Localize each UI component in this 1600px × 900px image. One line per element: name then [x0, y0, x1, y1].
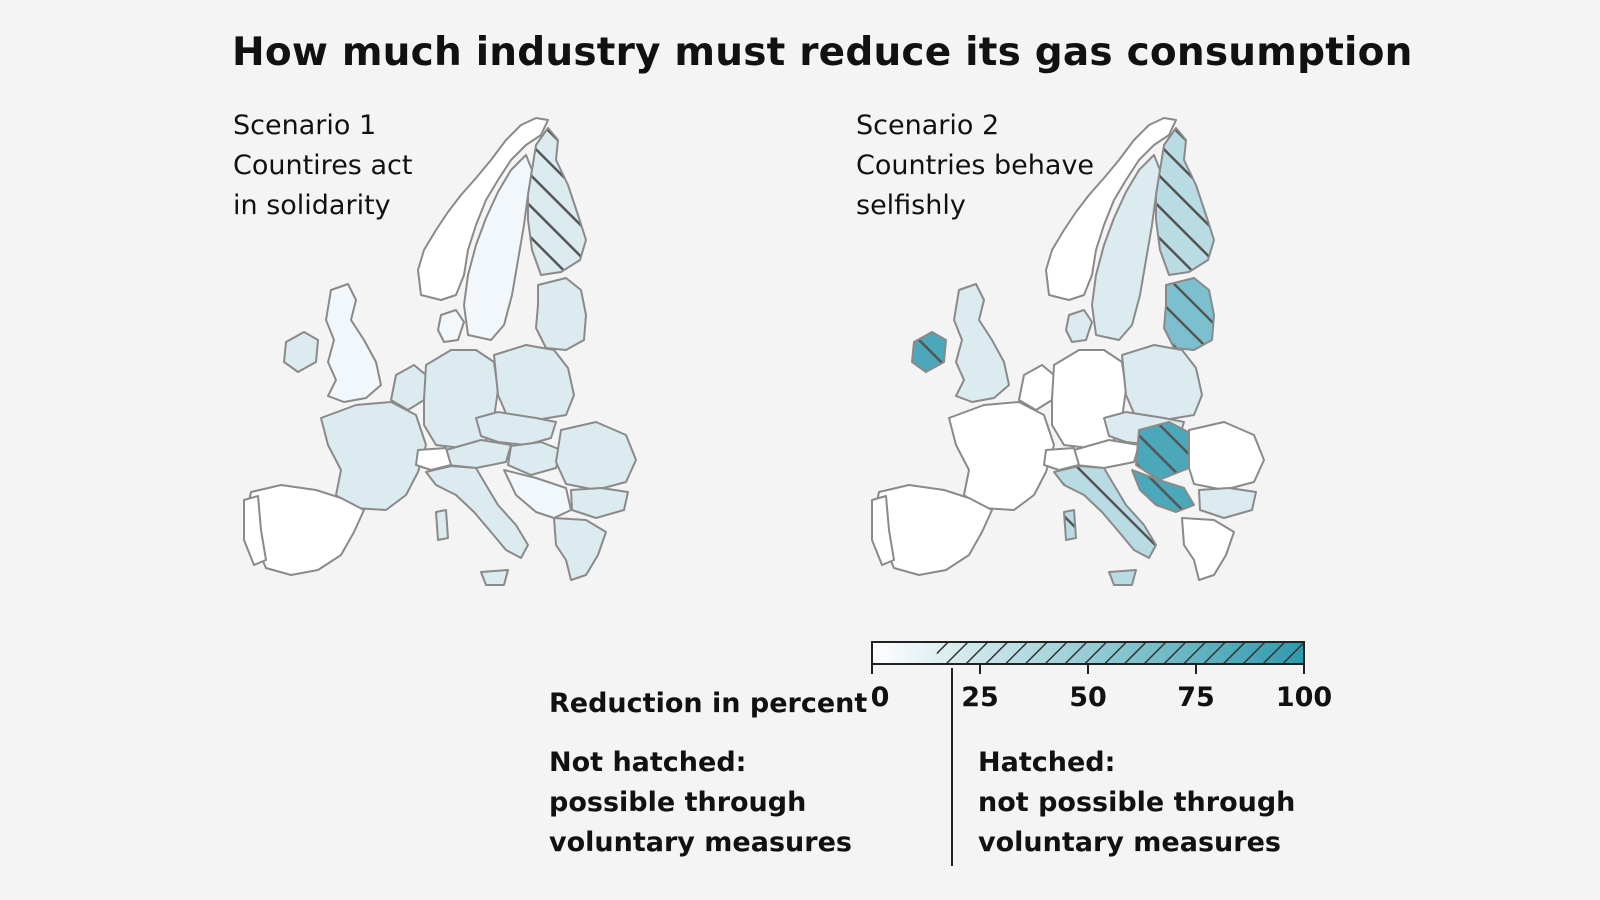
note-line: possible through	[549, 787, 807, 818]
legend-tick-label: 50	[1069, 682, 1107, 713]
legend-note-hatched: Hatched: not possible through voluntary …	[978, 743, 1295, 863]
country-ireland	[911, 331, 947, 373]
country-ireland	[283, 331, 319, 373]
country-balkans	[1131, 469, 1195, 513]
country-sardinia	[1063, 509, 1077, 541]
legend-tick-label: 75	[1177, 682, 1215, 713]
legend-title: Reduction in percent	[549, 688, 868, 719]
legend-tick-label: 25	[961, 682, 999, 713]
note-line: Not hatched:	[549, 747, 747, 778]
country-norway	[1045, 117, 1177, 301]
legend-ticks: 0 25 50 75 100	[871, 664, 1332, 713]
country-poland	[493, 344, 575, 421]
country-finland	[527, 127, 587, 276]
note-line: voluntary measures	[978, 827, 1281, 858]
legend-tick-label: 100	[1276, 682, 1332, 713]
country-balkans	[503, 469, 572, 519]
country-sweden	[463, 154, 533, 341]
country-sicily	[1108, 569, 1137, 586]
scenario-2-line: Countries behave	[856, 150, 1095, 181]
country-czechia-slovakia	[475, 411, 557, 446]
scenario-2-line: selfishly	[856, 190, 966, 221]
note-line: voluntary measures	[549, 827, 852, 858]
country-denmark	[437, 309, 465, 343]
country-sweden	[1091, 154, 1161, 341]
legend-note-not-hatched: Not hatched: possible through voluntary …	[549, 743, 852, 863]
country-portugal	[871, 495, 895, 566]
country-sicily	[480, 569, 509, 586]
country-greece	[553, 517, 607, 581]
country-finland	[1155, 127, 1215, 276]
chart-title: How much industry must reduce its gas co…	[232, 30, 1413, 75]
country-portugal	[243, 495, 267, 566]
note-line: Hatched:	[978, 747, 1116, 778]
country-romania	[555, 421, 637, 491]
country-sardinia	[435, 509, 449, 541]
country-hungary	[507, 441, 562, 476]
country-france	[948, 401, 1055, 511]
country-norway	[417, 117, 549, 301]
europe-map-scenario-2	[871, 117, 1265, 586]
country-hungary	[1135, 421, 1195, 481]
scenario-1-line: Scenario 1	[233, 110, 377, 141]
color-scale-legend: 0 25 50 75 100	[871, 641, 1332, 713]
scenario-2-line: Scenario 2	[856, 110, 1000, 141]
scenario-1-line: in solidarity	[233, 190, 391, 221]
country-bulgaria	[570, 487, 629, 519]
note-line: not possible through	[978, 787, 1296, 818]
scenario-1-label: Scenario 1 Countires act in solidarity	[233, 106, 412, 226]
country-france	[320, 401, 427, 511]
country-romania	[1188, 421, 1265, 491]
scenario-1-line: Countires act	[233, 150, 413, 181]
country-benelux	[1018, 364, 1055, 411]
legend-tick-label: 0	[871, 682, 890, 713]
legend-hatch-overlay	[936, 643, 1304, 663]
europe-map-scenario-1	[243, 117, 637, 586]
country-denmark	[1065, 309, 1093, 343]
country-greece	[1181, 517, 1235, 581]
country-uk	[325, 283, 382, 403]
country-italy	[1053, 465, 1157, 559]
country-bulgaria	[1198, 487, 1257, 519]
scenario-2-label: Scenario 2 Countries behave selfishly	[856, 106, 1094, 226]
country-baltics	[535, 277, 587, 351]
country-baltics	[1163, 277, 1215, 351]
country-benelux	[390, 364, 427, 411]
hatch-threshold-divider	[951, 668, 953, 866]
country-poland	[1121, 344, 1203, 421]
country-italy	[425, 465, 529, 559]
country-uk	[953, 283, 1010, 403]
